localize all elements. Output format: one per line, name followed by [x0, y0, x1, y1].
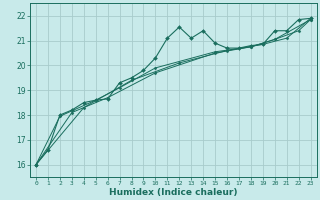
X-axis label: Humidex (Indice chaleur): Humidex (Indice chaleur) — [109, 188, 237, 197]
